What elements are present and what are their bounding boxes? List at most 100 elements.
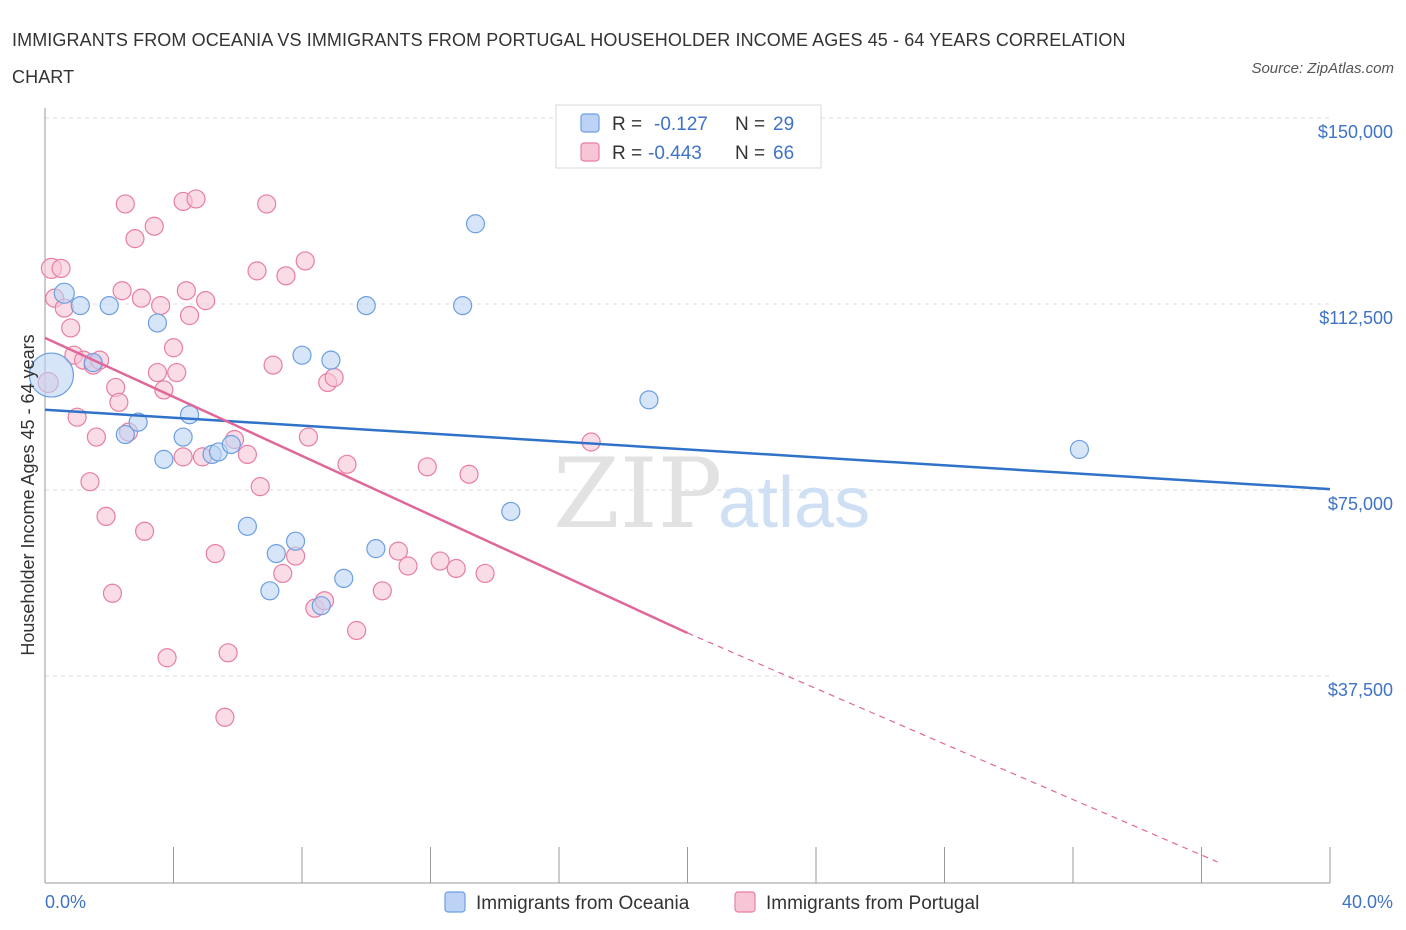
portugal-point — [257, 194, 277, 214]
series-legend-swatch-portugal — [734, 891, 756, 913]
watermark: ZIP atlas — [553, 438, 870, 550]
legend-n-value-oceania: 29 — [773, 114, 794, 135]
oceania-point — [453, 296, 473, 316]
portugal-trend-extension — [687, 632, 1218, 863]
portugal-point — [115, 194, 135, 214]
portugal-point — [134, 521, 155, 541]
legend-r-value-portugal: -0.443 — [648, 143, 702, 164]
portugal-point — [295, 251, 315, 271]
portugal-point — [430, 551, 450, 571]
legend-n-label-portugal: N = — [735, 143, 765, 164]
portugal-point — [273, 563, 293, 584]
oceania-point — [147, 313, 168, 333]
portugal-point — [372, 581, 392, 601]
portugal-point — [398, 556, 418, 576]
legend-swatch-portugal — [580, 142, 600, 162]
portugal-points — [37, 189, 601, 727]
oceania-point — [154, 449, 174, 469]
portugal-point — [215, 707, 235, 727]
oceania-point — [173, 427, 193, 447]
portugal-point — [417, 457, 437, 477]
series-legend-label-oceania: Immigrants from Oceania — [476, 893, 690, 914]
oceania-point — [501, 501, 521, 522]
portugal-point — [459, 464, 479, 484]
oceania-point — [465, 214, 486, 234]
portugal-point — [218, 643, 238, 663]
oceania-point — [366, 539, 386, 559]
portugal-point — [157, 648, 177, 668]
oceania-point — [28, 352, 75, 398]
y-tick-label: $112,500 — [1319, 308, 1393, 328]
portugal-point — [167, 362, 187, 383]
portugal-point — [475, 563, 495, 584]
x-axis-ticks — [44, 847, 1331, 883]
series-legend-label-portugal: Immigrants from Portugal — [766, 893, 979, 914]
y-tick-label: $37,500 — [1328, 680, 1393, 700]
portugal-point — [237, 444, 257, 464]
legend-box — [555, 104, 822, 169]
oceania-point — [115, 424, 135, 445]
legend-r-label-oceania: R = — [612, 114, 642, 135]
portugal-point — [96, 506, 116, 527]
portugal-point — [151, 296, 171, 316]
x-tick-label-min: 0.0% — [45, 892, 86, 912]
grid-lines — [45, 117, 1330, 677]
trend-lines — [44, 336, 1331, 863]
oceania-point — [266, 543, 286, 564]
legend-swatch-oceania — [580, 113, 600, 133]
oceania-point — [321, 350, 341, 370]
oceania-point — [260, 581, 280, 601]
legend-r-label-portugal: R = — [612, 143, 642, 164]
watermark-atlas: atlas — [718, 463, 870, 543]
oceania-point — [356, 296, 376, 316]
portugal-point — [337, 454, 357, 474]
portugal-point — [446, 558, 466, 579]
y-tick-label: $150,000 — [1318, 122, 1393, 142]
portugal-point — [196, 291, 216, 311]
portugal-point — [173, 447, 193, 467]
portugal-point — [263, 355, 283, 375]
portugal-point — [86, 427, 107, 447]
portugal-point — [125, 229, 145, 249]
series-legend-swatch-oceania — [444, 891, 466, 913]
legend-n-label-oceania: N = — [735, 114, 765, 135]
portugal-point — [250, 477, 270, 497]
y-tick-label: $75,000 — [1328, 494, 1393, 514]
portugal-point — [163, 338, 184, 358]
legend-n-value-portugal: 66 — [773, 143, 794, 164]
chart-title: IMMIGRANTS FROM OCEANIA VS IMMIGRANTS FR… — [12, 30, 1126, 87]
portugal-point — [147, 362, 168, 383]
portugal-point — [276, 266, 296, 286]
oceania-trend-line — [44, 408, 1331, 491]
y-axis-tick-labels: $150,000 $112,500 $75,000 $37,500 — [1318, 122, 1393, 700]
oceania-point — [99, 296, 119, 316]
portugal-point — [205, 543, 225, 564]
portugal-point — [324, 367, 344, 388]
oceania-point — [1069, 439, 1090, 460]
oceania-point — [221, 434, 241, 455]
portugal-point — [102, 583, 123, 603]
portugal-point — [109, 392, 129, 412]
source-credit: Source: ZipAtlas.com — [1251, 60, 1394, 77]
oceania-point — [70, 296, 90, 316]
portugal-point — [347, 620, 367, 641]
correlation-legend: R = -0.127 N = 29 R = -0.443 N = 66 — [555, 104, 822, 169]
series-legend: Immigrants from Oceania Immigrants from … — [444, 891, 979, 914]
watermark-zip: ZIP — [553, 438, 722, 550]
portugal-point — [131, 288, 151, 308]
portugal-point — [61, 318, 81, 338]
oceania-point — [334, 568, 354, 589]
portugal-point — [298, 427, 319, 447]
oceania-point — [292, 345, 312, 365]
portugal-point — [51, 258, 71, 278]
portugal-point — [247, 261, 267, 281]
portugal-point — [112, 281, 132, 301]
oceania-points — [28, 214, 1090, 616]
portugal-point — [186, 189, 206, 209]
portugal-point — [388, 541, 408, 561]
portugal-trend-line — [44, 336, 689, 635]
portugal-point — [144, 216, 164, 236]
oceania-point — [237, 516, 257, 536]
oceania-point — [128, 412, 148, 432]
